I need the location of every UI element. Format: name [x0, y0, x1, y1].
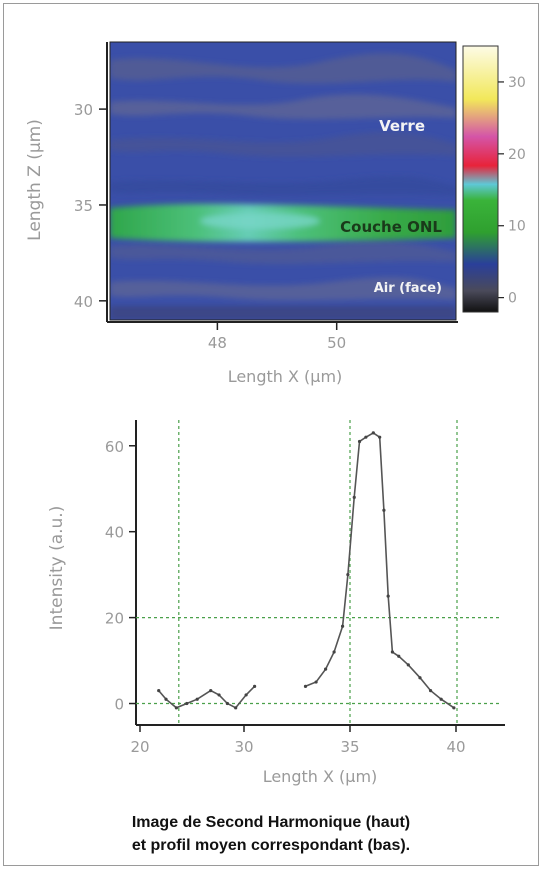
colorbar-tick-label: 0 [508, 291, 517, 307]
heatmap-y-ticks: 30 35 40 [74, 101, 107, 311]
profile-data-point [314, 680, 318, 684]
profile-data-point [244, 693, 248, 697]
profile-data-point [428, 689, 433, 693]
heatmap-y-axis-label: Length Z (µm) [25, 119, 45, 241]
profile-data-point [378, 435, 382, 439]
heatmap-y-tick-label: 40 [74, 293, 93, 311]
profile-grid [136, 420, 502, 725]
profile-data-point [217, 693, 221, 697]
profile-x-tick-label: 30 [234, 738, 253, 756]
profile-data-point [324, 667, 328, 671]
profile-data-point [185, 701, 189, 706]
profile-data-point [332, 650, 336, 654]
heatmap-x-tick-label: 50 [327, 334, 346, 352]
profile-data-point [418, 676, 422, 680]
profile-x-ticks: 20 30 35 40 [130, 725, 466, 756]
profile-data-point [303, 684, 308, 688]
profile-y-tick-label: 60 [105, 438, 124, 456]
profile-data-point [209, 689, 213, 693]
profile-series-line [158, 685, 256, 709]
profile-data-point [397, 654, 401, 658]
profile-data-point [346, 573, 350, 577]
heatmap-image [110, 42, 456, 320]
heatmap-x-axis-label: Length X (µm) [228, 367, 343, 386]
colorbar-tick-label: 10 [508, 219, 526, 235]
heatmap-x-ticks: 48 50 [208, 322, 346, 352]
annotation-air-face: Air (face) [374, 281, 442, 296]
profile-data-point [406, 663, 410, 667]
profile-data-point [386, 594, 390, 598]
profile-data-point [164, 697, 168, 701]
profile-y-tick-label: 0 [114, 696, 124, 714]
profile-data-point [382, 508, 386, 512]
colorbar-ticks: 30 20 10 0 [498, 75, 526, 307]
profile-data-point [371, 431, 375, 435]
profile-data-point [357, 439, 362, 444]
heatmap-border [109, 41, 457, 321]
profile-data-point [390, 650, 394, 654]
profile-series-line [305, 431, 455, 709]
heatmap-y-tick-label: 30 [74, 101, 93, 119]
profile-x-tick-label: 35 [340, 738, 359, 756]
caption-line-2: et profil moyen correspondant (bas). [131, 837, 411, 854]
colorbar [462, 45, 499, 313]
profile-x-tick-label: 40 [446, 738, 465, 756]
profile-data-point [174, 706, 178, 710]
profile-data-point [253, 684, 257, 688]
profile-series [157, 431, 456, 710]
profile-data-point [340, 624, 345, 628]
heatmap-x-tick-label: 48 [208, 334, 227, 352]
colorbar-tick-label: 20 [508, 147, 526, 163]
profile-data-point [364, 435, 368, 439]
heatmap-y-tick-label: 35 [74, 197, 93, 215]
profile-y-axis-label: Intensity (a.u.) [47, 506, 67, 631]
annotation-couche-onl: Couche ONL [340, 218, 442, 236]
profile-data-point [352, 495, 356, 499]
profile-data-point [157, 689, 161, 693]
profile-x-axis-label: Length X (µm) [263, 767, 378, 786]
caption-line-1: Image de Second Harmonique (haut) [131, 814, 411, 831]
profile-y-tick-label: 40 [105, 524, 124, 542]
profile-x-tick-label: 20 [130, 738, 149, 756]
profile-y-ticks: 0 20 40 60 [105, 438, 136, 714]
profile-data-point [452, 706, 456, 710]
profile-y-tick-label: 20 [105, 610, 124, 628]
profile-chart: 0 20 40 60 20 30 35 40 Intensity (a.u.) Length… [47, 420, 505, 786]
profile-data-point [234, 706, 238, 710]
profile-data-point [225, 701, 229, 706]
colorbar-tick-label: 30 [508, 75, 526, 91]
profile-data-point [195, 697, 199, 701]
annotation-verre: Verre [379, 117, 425, 135]
profile-data-point [439, 697, 443, 701]
